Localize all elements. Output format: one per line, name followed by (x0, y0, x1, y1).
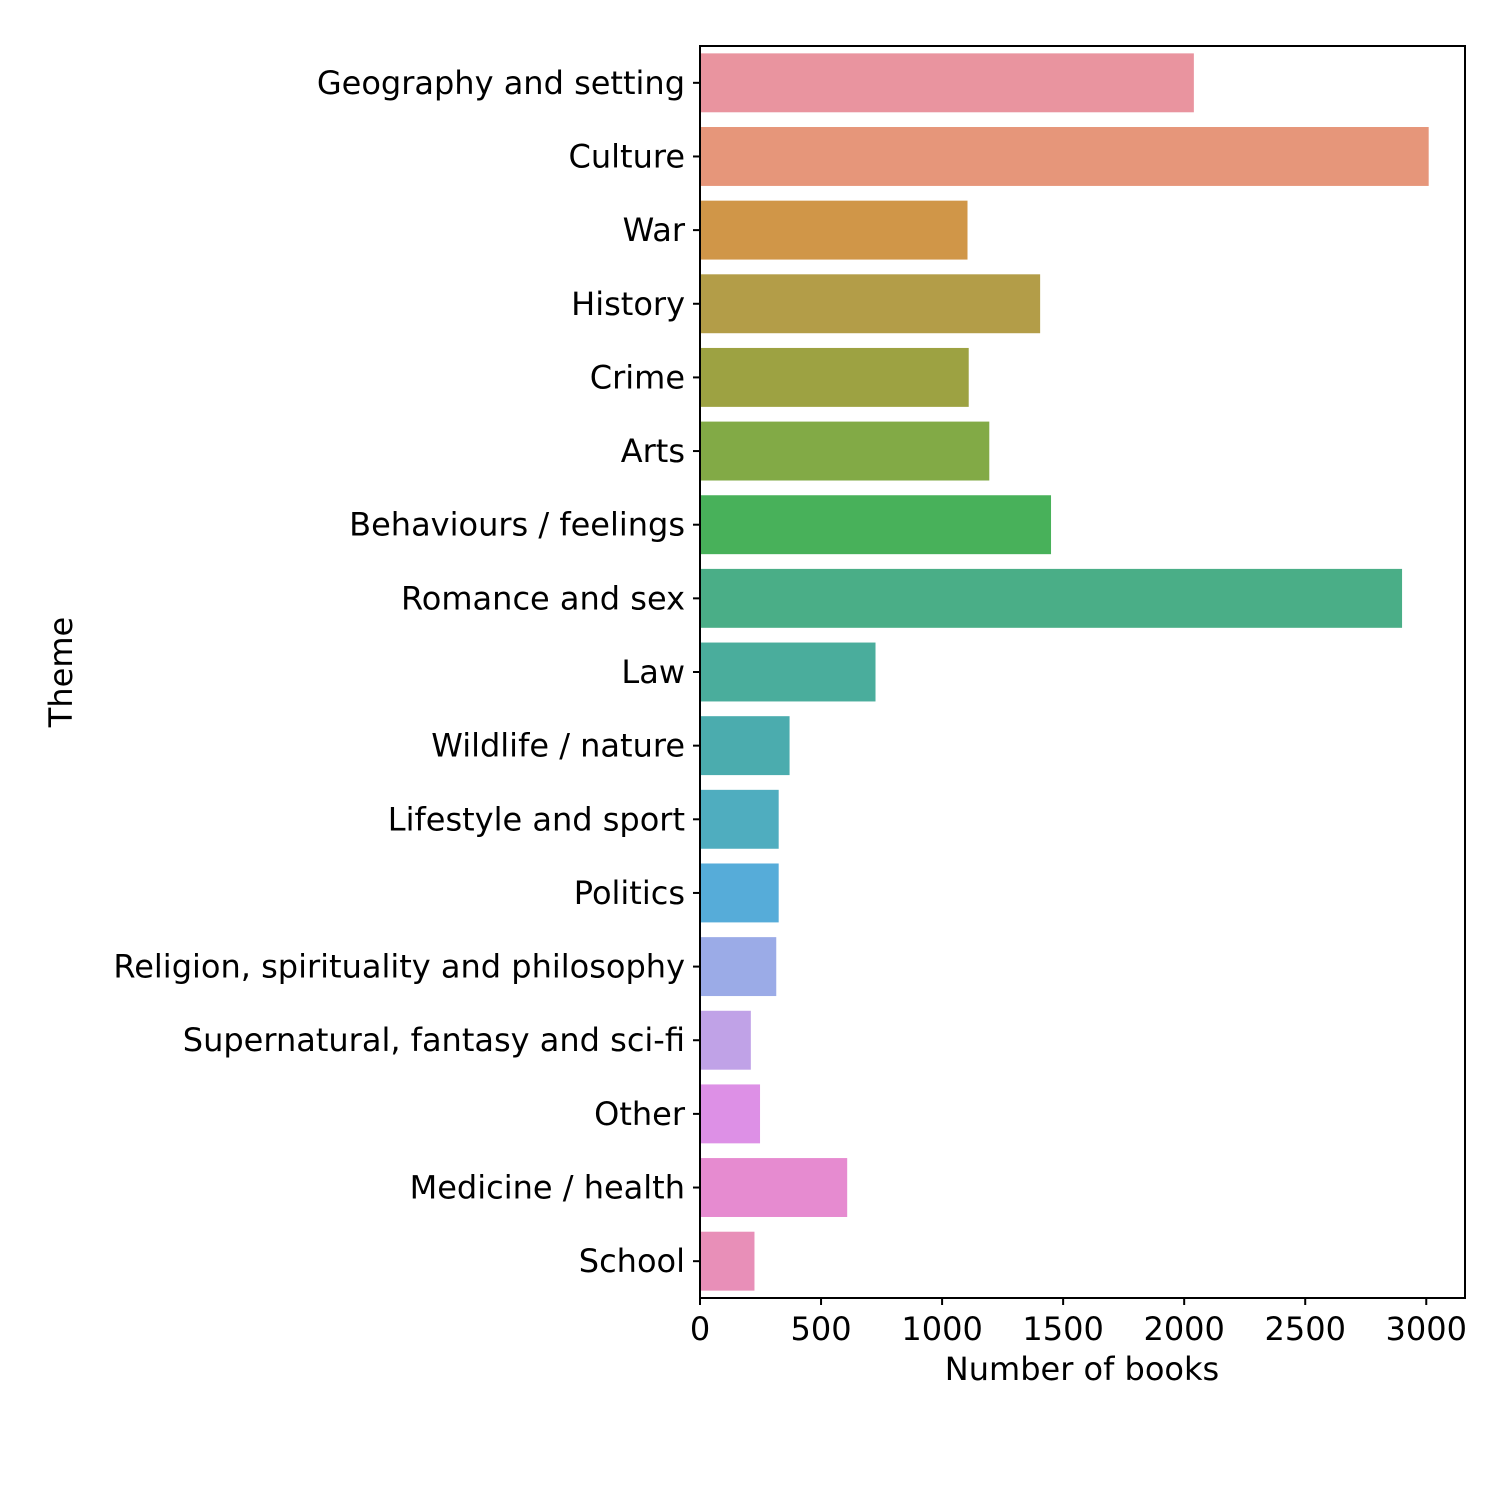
y-tick-label: Other (594, 1095, 686, 1133)
y-tick-label: Medicine / health (410, 1169, 685, 1207)
bar-6 (700, 495, 1052, 555)
bar-2 (700, 200, 968, 260)
y-tick-label: Politics (574, 874, 685, 912)
y-tick-label: History (571, 285, 685, 323)
x-axis-title: Number of books (945, 1350, 1219, 1388)
y-tick-label: Supernatural, fantasy and sci-fi (183, 1021, 685, 1059)
y-tick-label: War (623, 211, 686, 249)
y-axis-title: Theme (42, 617, 80, 728)
bar-7 (700, 568, 1403, 628)
bar-11 (700, 863, 779, 923)
bar-16 (700, 1231, 755, 1291)
y-tick-label: Geography and setting (317, 64, 685, 102)
x-tick-label: 2500 (1265, 1310, 1346, 1348)
bar-5 (700, 421, 990, 481)
y-tick-label: School (579, 1242, 685, 1280)
bar-4 (700, 347, 969, 407)
x-tick-label: 1000 (901, 1310, 982, 1348)
x-tick-label: 1500 (1022, 1310, 1103, 1348)
y-axis-ticks: Geography and setting Culture War History Cr… (113, 64, 700, 1280)
x-tick-label: 3000 (1386, 1310, 1467, 1348)
x-axis-ticks: 0 500 1000 1500 2000 2500 3000 (690, 1298, 1467, 1348)
plot-frame (699, 45, 1466, 1299)
bars (700, 53, 1429, 1291)
bar-0 (700, 53, 1194, 113)
bar-8 (700, 642, 876, 702)
bar-14 (700, 1084, 761, 1144)
x-tick-label: 2000 (1143, 1310, 1224, 1348)
bar-1 (700, 127, 1429, 186)
x-tick-label: 500 (791, 1310, 852, 1348)
bar-3 (700, 274, 1041, 334)
y-tick-label: Wildlife / nature (431, 727, 685, 765)
y-tick-label: Culture (569, 137, 685, 175)
y-tick-label: Religion, spirituality and philosophy (113, 948, 685, 986)
y-tick-label: Behaviours / feelings (349, 506, 685, 544)
y-tick-label: Arts (621, 432, 685, 470)
bar-15 (700, 1158, 848, 1217)
y-tick-label: Lifestyle and sport (388, 800, 685, 838)
y-tick-label: Crime (590, 358, 685, 396)
x-tick-label: 0 (690, 1310, 710, 1348)
y-tick-label: Romance and sex (401, 579, 685, 617)
bar-13 (700, 1010, 751, 1070)
bar-9 (700, 716, 790, 776)
y-tick-label: Law (621, 653, 685, 691)
bar-10 (700, 789, 779, 849)
bar-12 (700, 937, 777, 997)
